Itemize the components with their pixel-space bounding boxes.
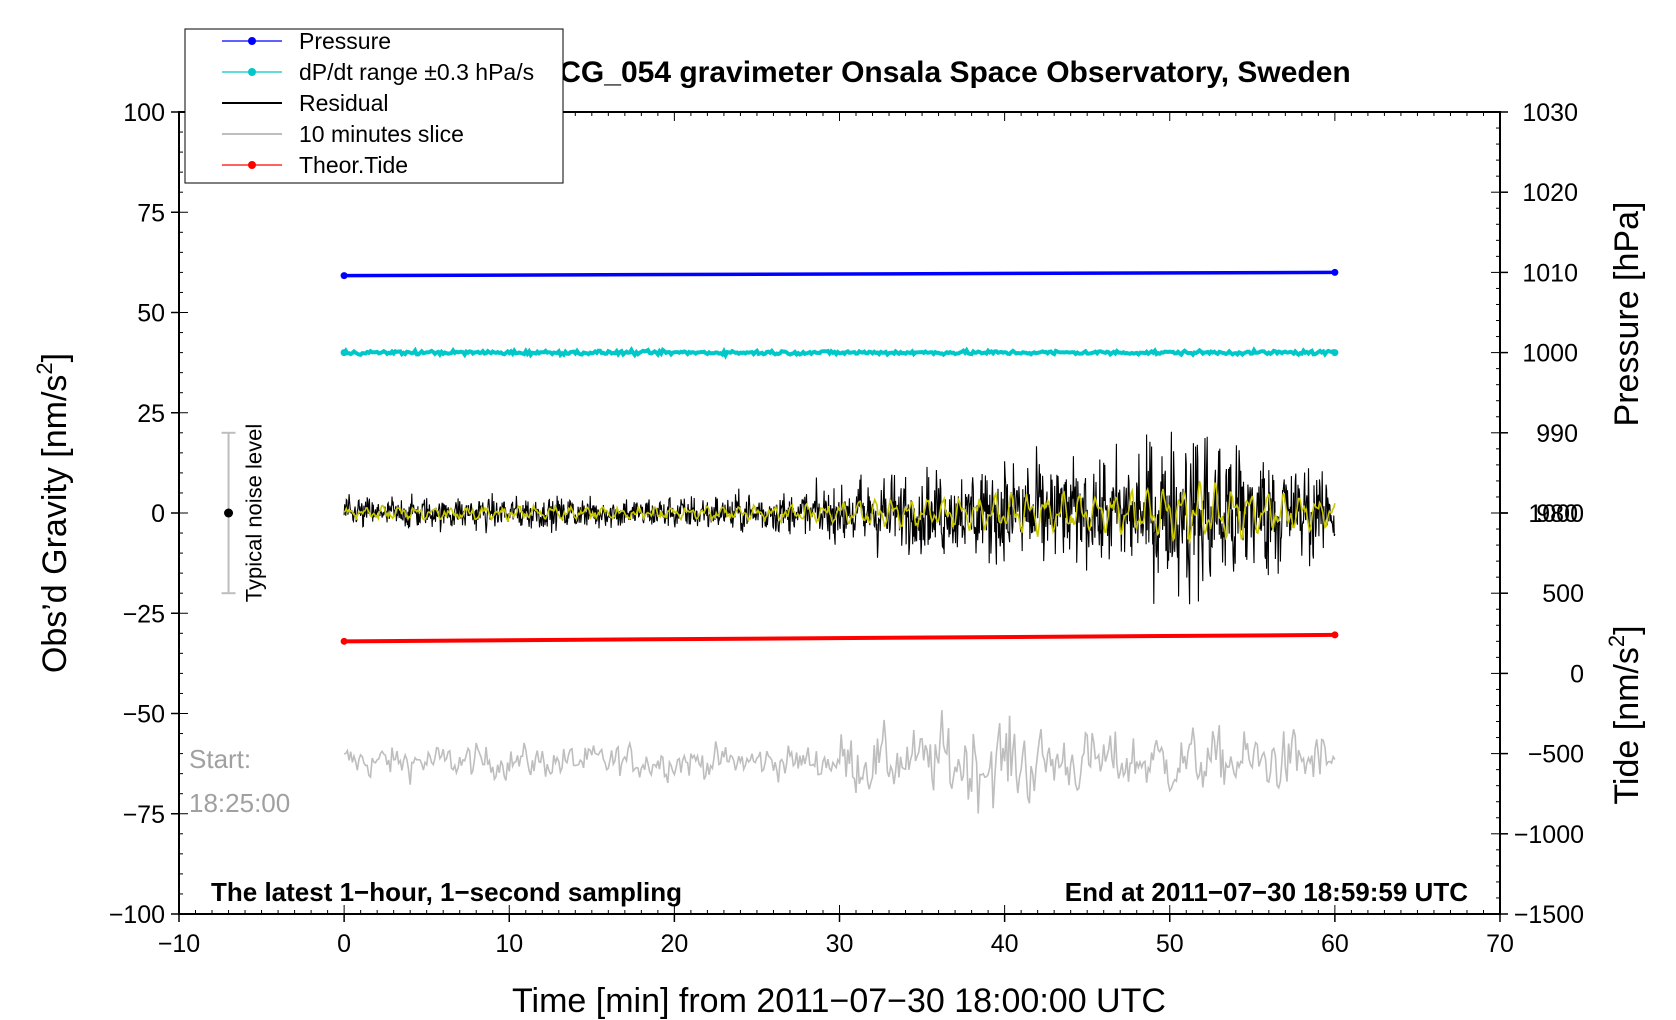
y-axis-tide-label: Tide [nm/s2] — [1604, 625, 1646, 804]
x-tick-label: 30 — [826, 930, 854, 958]
tide-tick-label: 1000 — [1528, 500, 1584, 528]
noise-level-label: Typical noise level — [242, 424, 267, 603]
pressure-start-marker — [340, 272, 348, 280]
x-tick-label: −10 — [158, 930, 200, 958]
tide-label-main: Tide [nm/s — [1608, 647, 1646, 804]
y-left-label-close: ] — [36, 353, 74, 362]
y-axis-left-label: Obs’d Gravity [nm/s2] — [32, 353, 74, 673]
x-tick-label: 70 — [1486, 930, 1514, 958]
y-left-tick-label: 75 — [137, 199, 165, 227]
x-axis-label: Time [min] from 2011−07−30 18:00:00 UTC — [512, 982, 1166, 1020]
legend-label: 10 minutes slice — [299, 121, 464, 147]
y-left-tick-label: 25 — [137, 400, 165, 428]
y-left-tick-label: −25 — [123, 600, 165, 628]
start-label: Start: — [189, 744, 251, 774]
noise-level-indicator: Typical noise level — [221, 424, 267, 603]
x-tick-label: 60 — [1321, 930, 1349, 958]
tide-tick-label: −500 — [1528, 741, 1584, 769]
bottom-right-annotation: End at 2011−07−30 18:59:59 UTC — [1065, 877, 1468, 907]
legend-label: dP/dt range ±0.3 hPa/s — [299, 59, 534, 85]
y-left-tick-label: 50 — [137, 300, 165, 328]
series-10-minutes-slice — [343, 710, 1336, 814]
series-dpdt-range — [342, 345, 1336, 360]
pressure-tick-label: 1010 — [1522, 259, 1578, 287]
legend-marker — [248, 37, 256, 45]
tide-start-marker — [340, 637, 348, 645]
series-pressure — [344, 270, 1335, 278]
series-layer — [340, 268, 1339, 814]
y-left-label-sup: 2 — [32, 362, 57, 374]
legend-label: Theor.Tide — [299, 152, 408, 178]
y-left-tick-label: 100 — [123, 99, 165, 127]
y-left-tick-label: −50 — [123, 701, 165, 729]
pressure-tick-label: 1000 — [1522, 340, 1578, 368]
dpdt-start-marker — [340, 349, 348, 357]
start-time-label: 18:25:00 — [189, 788, 290, 818]
y-left-label-main: Obs’d Gravity [nm/s — [36, 375, 74, 674]
x-tick-label: 0 — [337, 930, 351, 958]
tide-tick-label: −1000 — [1514, 821, 1584, 849]
legend-items: Pressure dP/dt range ±0.3 hPa/s Residual 10… — [222, 28, 534, 178]
dpdt-end-marker — [1331, 349, 1339, 357]
x-tick-label: 50 — [1156, 930, 1184, 958]
series-theor-tide — [344, 632, 1335, 644]
x-tick-label: 10 — [495, 930, 523, 958]
y-axis-tide-ticks: 1000 500 0 −500 −1000 −1500 — [1500, 500, 1584, 929]
x-tick-label: 40 — [991, 930, 1019, 958]
tide-tick-label: 0 — [1570, 660, 1584, 688]
noise-bar-center-dot — [224, 508, 234, 518]
pressure-end-marker — [1331, 268, 1339, 276]
legend-marker — [248, 68, 256, 76]
y-axis-left-ticks: 100 75 50 25 0 −25 −50 −75 −100 — [109, 99, 179, 929]
pressure-tick-label: 1020 — [1522, 179, 1578, 207]
chart-title: SCG_054 gravimeter Onsala Space Observat… — [539, 56, 1351, 89]
tide-end-marker — [1331, 631, 1339, 639]
legend-marker — [248, 161, 256, 169]
x-tick-label: 20 — [660, 930, 688, 958]
pressure-tick-label: 1030 — [1522, 99, 1578, 127]
y-left-tick-label: 0 — [151, 500, 165, 528]
legend-label: Pressure — [299, 28, 391, 54]
series-residual — [343, 431, 1336, 605]
y-axis-pressure-ticks: 1030 1020 1010 1000 990 980 — [1500, 99, 1578, 528]
y-left-tick-label: −75 — [123, 801, 165, 829]
y-left-tick-label: −100 — [109, 901, 165, 929]
tide-label-close: ] — [1608, 625, 1646, 634]
y-axis-pressure-label: Pressure [hPa] — [1608, 202, 1646, 427]
tide-label-sup: 2 — [1604, 635, 1629, 647]
legend: Pressure dP/dt range ±0.3 hPa/s Residual 10… — [184, 28, 564, 184]
tide-tick-label: −1500 — [1514, 901, 1584, 929]
tide-tick-label: 500 — [1542, 580, 1584, 608]
bottom-left-annotation: The latest 1−hour, 1−second sampling — [211, 877, 682, 907]
legend-box — [184, 28, 564, 184]
pressure-tick-label: 980 — [1536, 500, 1578, 528]
series-filtered-residual — [343, 480, 1336, 545]
legend-label: Residual — [299, 90, 389, 116]
x-axis-ticks: −10 0 10 20 30 40 50 60 70 — [158, 914, 1514, 958]
pressure-tick-label: 990 — [1536, 420, 1578, 448]
